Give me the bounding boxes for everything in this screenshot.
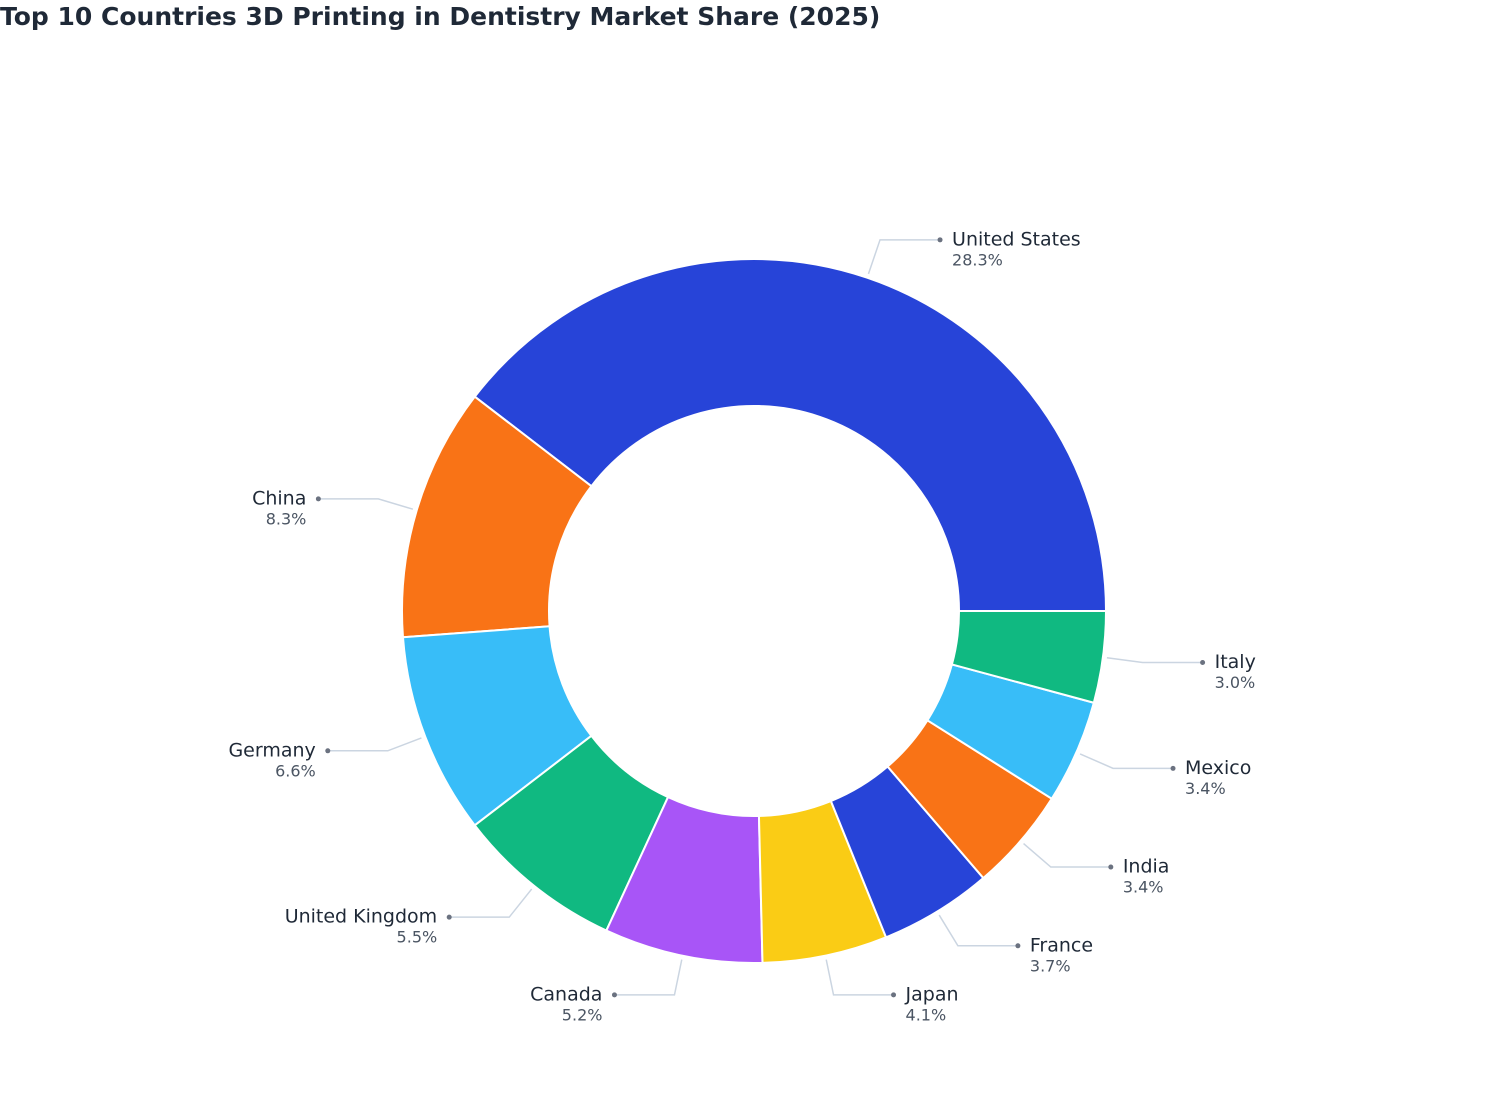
- leader-dot: [315, 496, 321, 502]
- leader-line: [1106, 657, 1203, 664]
- slice-value: 5.2%: [562, 1005, 603, 1024]
- leader-dot: [891, 992, 897, 998]
- slice-label: Mexico: [1185, 757, 1251, 779]
- leader-dot: [325, 748, 331, 754]
- leader-line: [825, 959, 894, 996]
- slice-value: 4.1%: [906, 1005, 947, 1024]
- leader-line: [938, 914, 1018, 947]
- leader-dot: [1015, 943, 1021, 949]
- slice-label: Italy: [1215, 651, 1256, 673]
- slice-value: 3.4%: [1123, 878, 1164, 897]
- slice-label: India: [1123, 856, 1170, 878]
- slice-label: United Kingdom: [285, 906, 438, 928]
- leader-line: [614, 959, 683, 996]
- slice-value: 5.5%: [397, 928, 438, 947]
- slice-label: Japan: [905, 983, 959, 1005]
- leader-dot: [1170, 765, 1176, 771]
- slice: [473, 258, 1108, 612]
- leader-dot: [446, 914, 452, 920]
- slice-value: 3.7%: [1030, 956, 1071, 975]
- slice-value: 8.3%: [266, 509, 307, 528]
- leader-line: [327, 737, 422, 752]
- slice-label: Canada: [530, 983, 602, 1005]
- leader-dot: [937, 237, 943, 243]
- leader-line: [1023, 842, 1111, 868]
- slice-label: France: [1030, 934, 1093, 956]
- slice-value: 28.3%: [952, 250, 1003, 269]
- leader-line: [318, 498, 414, 510]
- leader-dot: [1200, 660, 1206, 666]
- slice-value: 6.6%: [275, 761, 316, 780]
- leader-line: [867, 239, 941, 275]
- leader-line: [1079, 753, 1174, 770]
- slice-label: Germany: [228, 739, 315, 761]
- chart-title: Top 10 Countries 3D Printing in Dentistr…: [0, 2, 880, 31]
- leader-dot: [1108, 864, 1114, 870]
- slice-label: United States: [952, 228, 1081, 250]
- slice-value: 3.0%: [1215, 673, 1256, 692]
- slice-value: 3.4%: [1185, 779, 1226, 798]
- slice: [950, 610, 1108, 704]
- leader-dot: [611, 992, 617, 998]
- leader-line: [449, 888, 533, 918]
- slice-label: China: [252, 487, 306, 509]
